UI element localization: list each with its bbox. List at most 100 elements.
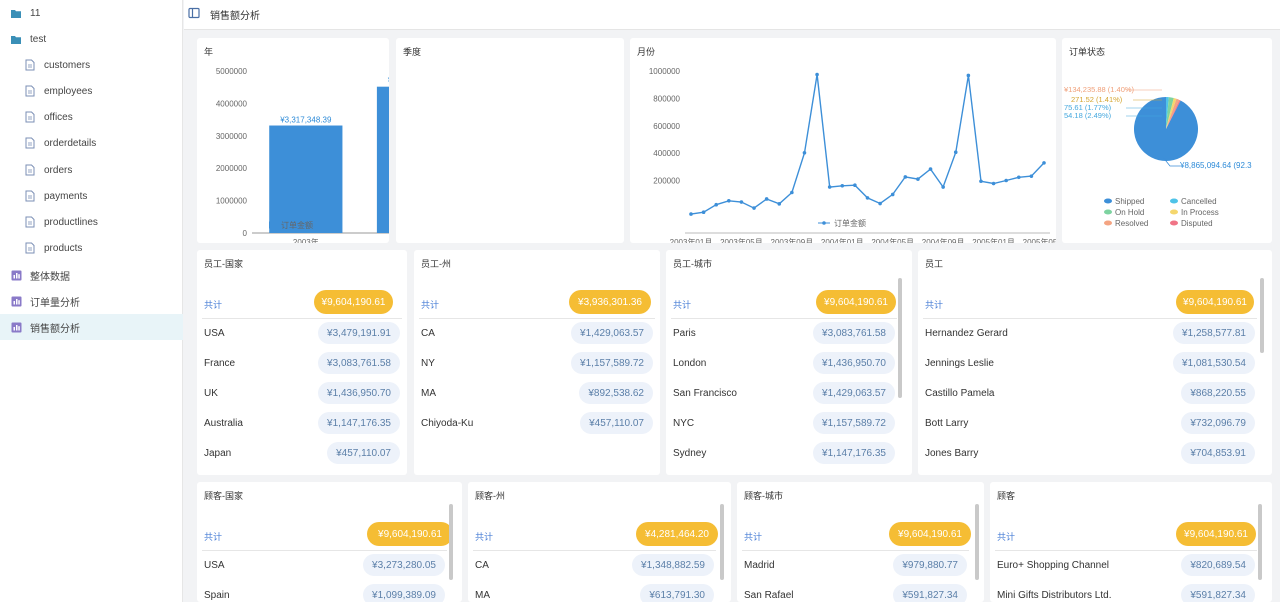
table-row[interactable]: Sydney ¥1,147,176.35 (673, 441, 895, 465)
table-row[interactable]: Madrid ¥979,880.77 (744, 553, 967, 577)
data-point[interactable] (714, 202, 719, 207)
table-row[interactable]: Jennings Leslie ¥1,081,530.54 (925, 351, 1255, 375)
pie-slice[interactable] (1166, 99, 1181, 129)
table-row[interactable]: Spain ¥1,099,389.09 (204, 583, 445, 602)
table-row[interactable]: London ¥1,436,950.70 (673, 351, 895, 375)
legend-label: Disputed (1181, 219, 1213, 228)
bar[interactable] (269, 125, 343, 233)
pie-slice[interactable] (1133, 97, 1198, 161)
table-row[interactable]: Hernandez Gerard ¥1,258,577.81 (925, 321, 1255, 345)
sidebar-item-5[interactable]: offices (0, 104, 183, 130)
y-tick-label: 5000000 (216, 67, 248, 76)
data-point[interactable] (916, 177, 920, 181)
data-point[interactable] (727, 198, 731, 203)
data-point[interactable] (1042, 161, 1046, 165)
table-row[interactable]: MA ¥613,791.30 (475, 583, 714, 602)
sidebar-item-9[interactable]: productlines (0, 209, 183, 235)
pie-slice[interactable] (1166, 96, 1169, 129)
data-point[interactable] (941, 185, 945, 189)
scrollbar[interactable] (1260, 278, 1264, 353)
table-row[interactable]: NY ¥1,157,589.72 (421, 351, 653, 375)
pie-slice[interactable] (1166, 97, 1177, 129)
data-point[interactable] (701, 210, 706, 214)
table-row[interactable]: Australia ¥1,147,176.35 (204, 411, 400, 435)
data-point[interactable] (991, 181, 996, 186)
table-row[interactable]: MA ¥892,538.62 (421, 381, 653, 405)
scrollbar[interactable] (449, 504, 453, 580)
sidebar-item-label: orderdetails (44, 137, 97, 149)
data-point[interactable] (689, 212, 693, 216)
data-point[interactable] (1029, 174, 1034, 178)
scrollbar[interactable] (975, 504, 979, 580)
scrollbar[interactable] (720, 504, 724, 580)
bar[interactable] (376, 86, 389, 233)
table-row[interactable]: Euro+ Shopping Channel ¥820,689.54 (997, 553, 1255, 577)
table-row[interactable]: USA ¥3,479,191.91 (204, 321, 400, 345)
sidebar-item-2[interactable]: test (0, 26, 183, 52)
data-point[interactable] (979, 179, 983, 184)
table-row[interactable]: San Rafael ¥591,827.34 (744, 583, 967, 602)
sidebar-item-6[interactable]: orderdetails (0, 130, 183, 156)
data-point[interactable] (1016, 175, 1021, 180)
table-row[interactable]: Japan ¥457,110.07 (204, 441, 400, 465)
x-tick-label: 2004年05月 (871, 237, 914, 243)
pie-slice[interactable] (1166, 97, 1174, 129)
data-point[interactable] (953, 150, 958, 155)
data-point[interactable] (853, 183, 857, 188)
data-point[interactable] (966, 73, 971, 78)
table-row[interactable]: USA ¥3,273,280.05 (204, 553, 445, 577)
table-row[interactable]: Castillo Pamela ¥868,220.55 (925, 381, 1255, 405)
legend-item[interactable]: Resolved (1104, 219, 1148, 228)
data-point[interactable] (865, 196, 870, 200)
table-row[interactable]: Chiyoda-Ku ¥457,110.07 (421, 411, 653, 435)
legend-item[interactable]: In Process (1170, 208, 1219, 217)
data-point[interactable] (752, 206, 756, 210)
table-row[interactable]: France ¥3,083,761.58 (204, 351, 400, 375)
data-point[interactable] (890, 192, 895, 197)
pie-slice[interactable] (1166, 98, 1180, 129)
total-label: 共计 (925, 300, 944, 310)
divider (202, 318, 402, 319)
sidebar-toggle-icon[interactable] (188, 6, 200, 24)
table-row[interactable]: UK ¥1,436,950.70 (204, 381, 400, 405)
table-row[interactable]: Mini Gifts Distributors Ltd. ¥591,827.34 (997, 583, 1255, 602)
sidebar-item-12[interactable]: 订单量分析 (0, 288, 183, 314)
data-point[interactable] (878, 201, 882, 206)
table-row[interactable]: CA ¥1,348,882.59 (475, 553, 714, 577)
data-point[interactable] (903, 175, 908, 179)
sidebar-item-10[interactable]: products (0, 235, 183, 261)
row-name: Spain (204, 589, 230, 601)
sidebar-item-4[interactable]: employees (0, 78, 183, 104)
data-point[interactable] (815, 72, 819, 77)
legend-item[interactable]: On Hold (1104, 208, 1144, 217)
data-point[interactable] (777, 202, 782, 206)
row-value: ¥1,429,063.57 (571, 322, 653, 344)
data-point[interactable] (790, 190, 794, 195)
sidebar-item-11[interactable]: 整体数据 (0, 262, 183, 288)
data-point[interactable] (764, 197, 769, 201)
legend-item[interactable]: 订单金额 (269, 220, 313, 230)
sidebar-item-7[interactable]: orders (0, 157, 183, 183)
scrollbar[interactable] (898, 278, 902, 398)
sidebar-item-1[interactable]: 11 (0, 0, 183, 26)
scrollbar[interactable] (1258, 504, 1262, 580)
data-point[interactable] (1004, 178, 1008, 183)
sidebar-item-13[interactable]: 销售额分析 (0, 314, 183, 340)
data-point[interactable] (840, 183, 845, 188)
table-row[interactable]: Jones Barry ¥704,853.91 (925, 441, 1255, 465)
data-point[interactable] (802, 150, 807, 155)
legend-item[interactable]: Disputed (1170, 219, 1213, 228)
sidebar-item-8[interactable]: payments (0, 183, 183, 209)
table-row[interactable]: Bott Larry ¥732,096.79 (925, 411, 1255, 435)
legend-item[interactable]: 订单金额 (818, 218, 866, 228)
table-row[interactable]: CA ¥1,429,063.57 (421, 321, 653, 345)
legend-item[interactable]: Cancelled (1170, 197, 1217, 206)
table-row[interactable]: NYC ¥1,157,589.72 (673, 411, 895, 435)
data-point[interactable] (928, 167, 933, 171)
sidebar-item-3[interactable]: customers (0, 52, 183, 78)
table-row[interactable]: Paris ¥3,083,761.58 (673, 321, 895, 345)
data-point[interactable] (827, 185, 832, 189)
table-row[interactable]: San Francisco ¥1,429,063.57 (673, 381, 895, 405)
data-point[interactable] (739, 200, 744, 204)
legend-item[interactable]: Shipped (1104, 197, 1144, 206)
